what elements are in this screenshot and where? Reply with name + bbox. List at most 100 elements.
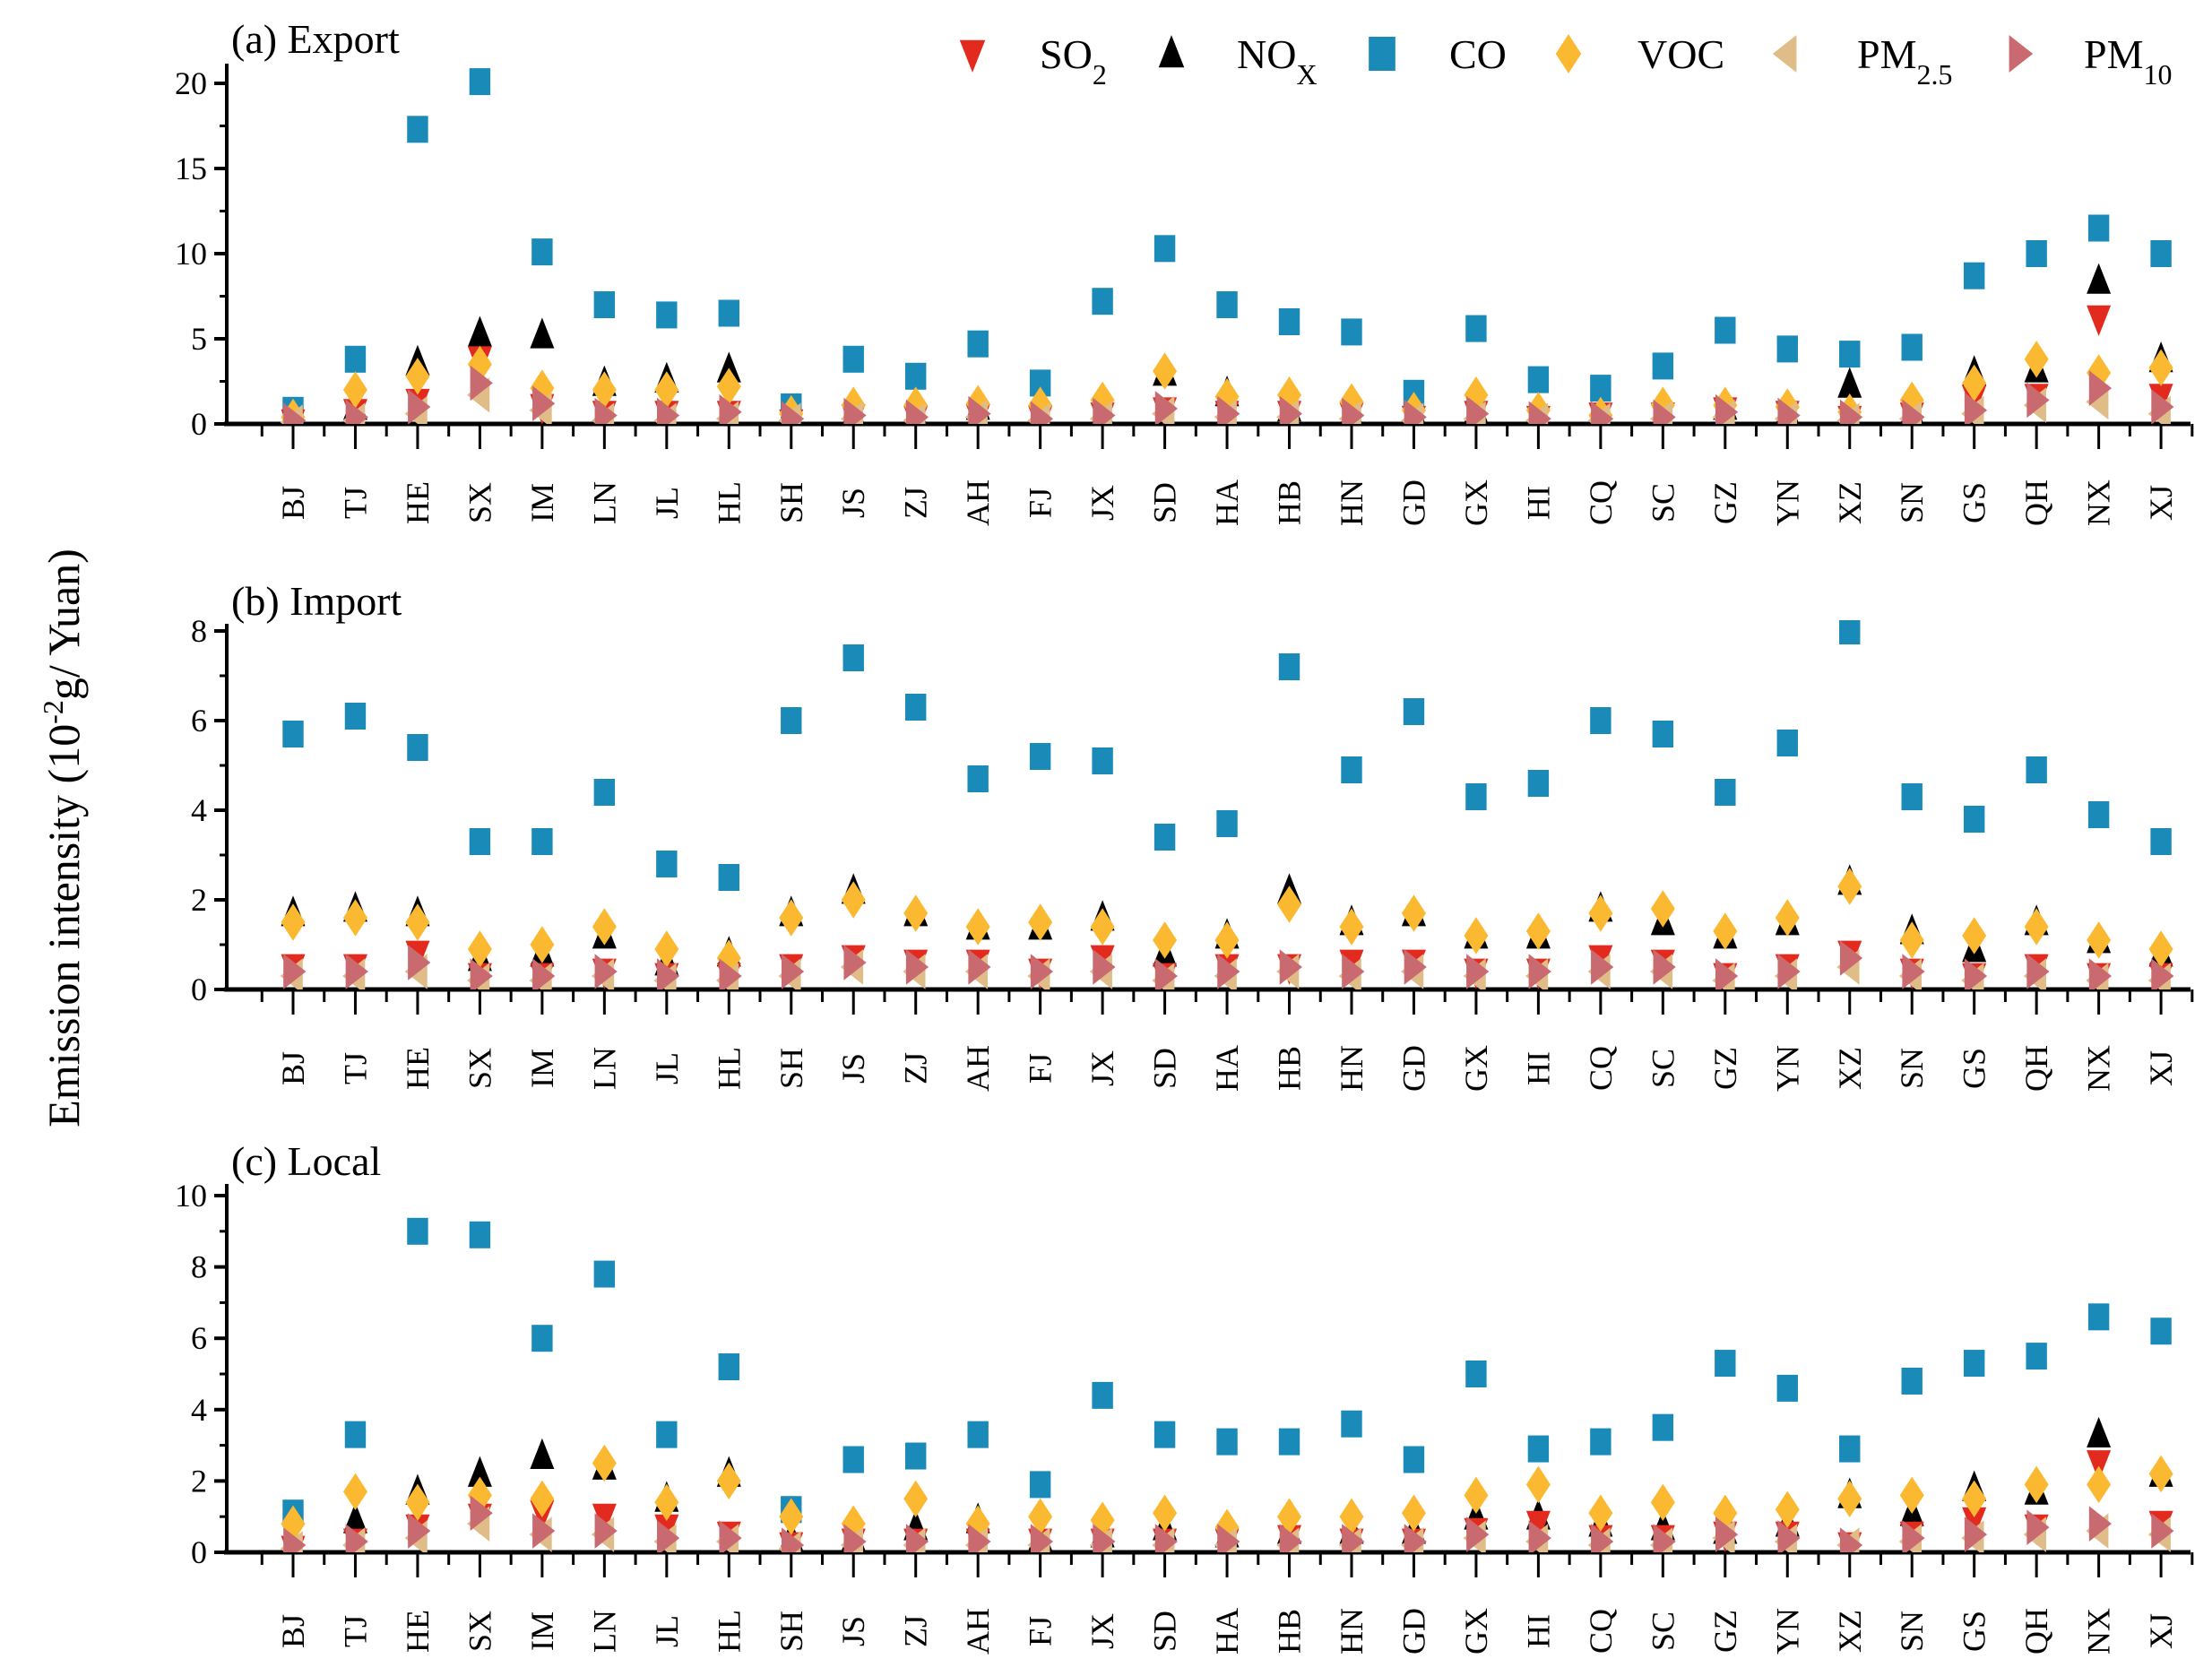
point-pm10-hi [1528,1520,1551,1552]
point-pm10-im [532,958,556,989]
point-co-im [531,1325,553,1352]
x-tick-label: FJ [1023,1616,1058,1646]
x-tick-label: NX [2081,1608,2117,1654]
y-tick-label: 4 [191,792,207,828]
x-tick-label: SX [462,1048,497,1089]
point-co-sn [1901,1367,1923,1395]
point-co-he [407,116,428,143]
y-tick-label: 6 [191,1320,207,1356]
point-voc-qh [2024,341,2049,378]
point-pm10-tj [345,399,368,424]
point-voc-bj [281,903,306,941]
x-tick-label: XJ [2143,1613,2179,1649]
panel-title: (b) Import [231,578,402,624]
y-tick-label: 0 [191,406,207,442]
point-voc-tj [342,899,367,937]
point-so2-nx [2087,1450,2112,1482]
data-points [280,1217,2174,1552]
legend-label-main: CO [1449,31,1507,77]
point-co-xj [2150,1317,2172,1345]
y-tick-label: 8 [191,1249,207,1285]
point-co-yn [1776,1374,1798,1402]
point-voc-hb [1277,1498,1302,1535]
x-tick-label: JX [1084,1613,1120,1649]
point-voc-ln [592,1444,617,1482]
x-tick-label: JS [835,1053,871,1084]
point-voc-xj [2148,349,2173,386]
point-co-sn [1901,783,1923,810]
x-tick-label: IM [524,1049,560,1088]
point-pm10-jl [657,397,680,424]
point-co-hb [1278,1428,1300,1456]
legend-marker-pm10-icon [2009,35,2034,73]
point-voc-xj [2148,930,2173,968]
point-pm10-sn [1902,399,1925,424]
legend-marker-so2-icon [959,39,986,73]
point-voc-sn [1899,921,1924,959]
point-pm10-sx [470,1495,493,1532]
point-so2-gs [1962,1507,1987,1538]
point-nox-im [530,1438,555,1469]
point-pm10-nx [2088,1506,2113,1542]
y-tick-label: 20 [175,65,207,101]
x-tick-label: XJ [2143,1050,2179,1086]
point-co-xz [1839,341,1861,368]
point-voc-zj [903,1480,929,1517]
point-co-xz [1839,1435,1861,1463]
point-co-ha [1216,1428,1238,1456]
y-tick-label: 10 [175,236,207,272]
point-so2-nx [2087,305,2112,336]
point-co-gx [1465,315,1487,342]
point-pm10-qh [2026,1509,2050,1545]
point-pm10-qh [2026,954,2050,989]
point-co-he [407,1217,428,1245]
x-tick-label: XZ [1832,1047,1868,1090]
point-voc-ln [592,371,617,409]
point-co-hb [1278,653,1300,680]
point-nox-tj [342,1502,367,1533]
point-co-sh [781,707,802,734]
point-pm10-hl [719,958,742,989]
point-pm10-fj [1030,401,1054,424]
point-nox-nx [2087,1416,2112,1448]
point-co-sd [1154,824,1176,851]
x-tick-label: SH [773,1611,809,1652]
point-pm10-sc [1653,949,1676,985]
point-co-hn [1341,756,1362,783]
y-axis-label: Emission intensity (10-2g/ Yuan) [37,549,89,1127]
legend-item-pm25: PM2.5 [1772,31,1952,91]
point-voc-nx [2087,1465,2112,1504]
point-voc-he [405,903,430,941]
x-tick-label: SN [1894,1611,1930,1652]
point-co-sd [1154,1421,1176,1448]
point-pm10-gz [1715,958,1739,989]
point-co-sc [1652,352,1674,380]
point-co-sn [1901,333,1923,361]
point-pm10-fj [1030,954,1054,989]
point-co-hl [718,864,739,891]
point-co-qh [2026,240,2047,267]
x-tick-label: SD [1147,1611,1183,1652]
x-tick-label: JX [1084,485,1120,521]
point-pm10-ln [594,1513,618,1549]
x-tick-label: HB [1272,480,1308,525]
legend-label: NOX [1237,31,1318,91]
legend-label-sub: X [1296,58,1317,91]
point-co-ah [967,330,989,358]
x-tick-label: YN [1769,1045,1805,1092]
legend-item-voc: VOC [1555,31,1724,77]
point-co-jl [656,301,678,329]
point-co-yn [1776,730,1798,756]
point-voc-gd [1401,894,1426,932]
point-pm10-jx [1093,949,1116,985]
legend-label-main: VOC [1637,31,1724,77]
point-pm10-sd [1154,1524,1178,1552]
point-voc-tj [342,371,367,409]
x-tick-label: GD [1395,1608,1431,1654]
x-tick-label: HN [1334,1045,1370,1092]
point-co-jx [1092,1381,1113,1409]
x-tick-label: JL [649,1052,685,1084]
legend-label-main: NO [1237,31,1296,77]
point-co-gz [1715,779,1736,806]
x-tick-label: HA [1209,1608,1245,1654]
